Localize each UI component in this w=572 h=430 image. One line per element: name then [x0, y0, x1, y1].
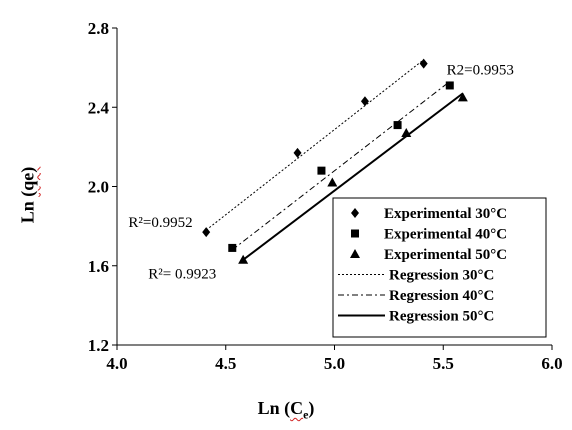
legend-marker: [351, 208, 359, 218]
y-tick-label: 2.0: [88, 178, 109, 197]
x-tick-label: 4.0: [106, 354, 127, 373]
legend-label: Experimental 50°C: [384, 247, 507, 263]
x-axis-label-symbol-wrap: Ce: [290, 398, 308, 422]
x-tick-label: 6.0: [541, 354, 562, 373]
legend-label: Experimental 40°C: [384, 227, 507, 243]
x-axis-label-symbol: C: [290, 398, 304, 418]
data-point: [393, 121, 402, 130]
regression-line: [231, 81, 451, 251]
y-axis-label-main: Ln: [17, 201, 38, 224]
legend-label: Regression 30°C: [389, 268, 494, 284]
data-point: [293, 147, 302, 158]
legend-marker: [350, 249, 360, 258]
data-point: [228, 243, 237, 252]
data-point: [419, 58, 428, 69]
r-squared-label: R²= 0.9923: [148, 267, 216, 283]
legend-label: Regression 40°C: [389, 288, 494, 304]
y-axis-label-unit: (qe): [17, 166, 38, 197]
x-axis-label-close: ): [308, 398, 315, 418]
regression-line: [242, 92, 464, 261]
data-point: [327, 177, 338, 187]
legend-label: Regression 50°C: [389, 309, 494, 325]
y-axis-label: Ln (qe): [18, 167, 39, 224]
r-squared-label: R2=0.9953: [447, 63, 514, 79]
x-tick-label: 4.5: [215, 354, 236, 373]
x-axis-label-main: Ln: [257, 398, 280, 418]
x-axis-label-open: (: [284, 398, 291, 418]
x-axis-label-subscript: e: [303, 407, 309, 422]
x-axis-label: Ln (Ce): [0, 398, 572, 423]
y-tick-label: 1.2: [88, 336, 109, 355]
data-point: [445, 81, 454, 90]
data-point: [202, 227, 211, 238]
data-point: [457, 92, 468, 102]
data-point: [401, 128, 412, 138]
data-point: [317, 166, 326, 175]
data-point: [238, 254, 249, 264]
x-tick-label: 5.0: [324, 354, 345, 373]
y-tick-label: 2.4: [88, 98, 110, 117]
y-tick-label: 1.6: [88, 257, 109, 276]
y-tick-label: 2.8: [88, 19, 109, 38]
legend-marker: [351, 229, 359, 238]
r-squared-label: R²=0.9952: [128, 215, 192, 231]
legend-box: [332, 197, 547, 338]
x-tick-label: 5.5: [433, 354, 454, 373]
data-point: [360, 96, 369, 107]
legend-label: Experimental 30°C: [384, 206, 507, 222]
